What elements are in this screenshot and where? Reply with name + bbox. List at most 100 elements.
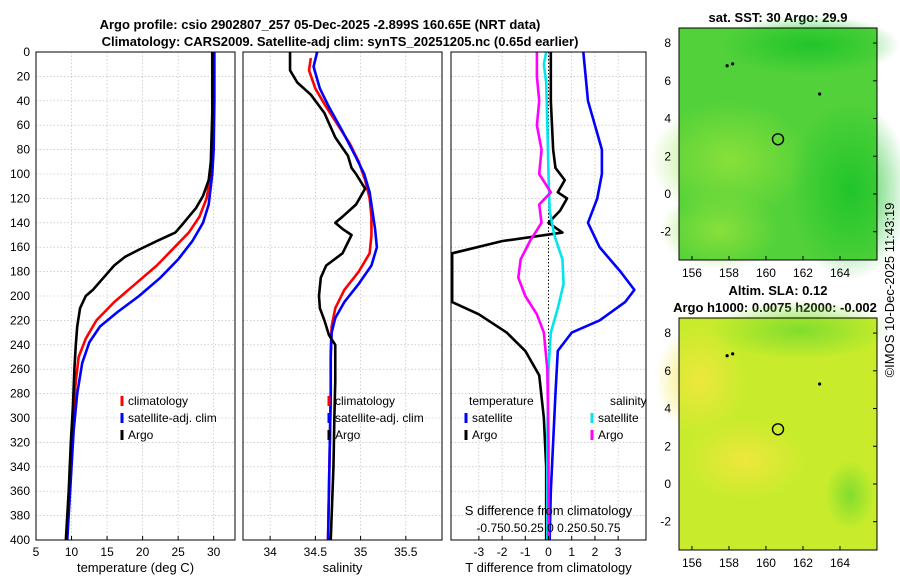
figure-title-line2: Climatology: CARS2009. Satellite-adj cli… xyxy=(102,34,579,49)
y-tick-label: 340 xyxy=(10,460,30,474)
x-tick-label: 34.5 xyxy=(304,545,328,559)
y-tick-label: 120 xyxy=(10,191,30,205)
map-y-tick-label: 4 xyxy=(664,402,671,416)
series-line-argo xyxy=(288,52,367,541)
island-marker xyxy=(818,382,822,386)
map-x-tick-label: 164 xyxy=(830,556,850,570)
x-tick-label: 10 xyxy=(65,545,79,559)
y-tick-label: 220 xyxy=(10,313,30,327)
credit-label: ©IMOS 10-Dec-2025 11:43:19 xyxy=(882,203,897,378)
y-tick-label: 40 xyxy=(17,94,31,108)
y-tick-label: 380 xyxy=(10,509,30,523)
legend-label: satellite xyxy=(598,411,639,425)
x-axis-label: T difference from climatology xyxy=(465,560,632,575)
x-tick-label: 35.5 xyxy=(394,545,418,559)
series-line-s-satellite xyxy=(542,51,565,540)
axes-frame xyxy=(35,51,236,541)
legend-label: Argo xyxy=(598,428,624,442)
series-line-satellite-adj-clim xyxy=(312,51,379,541)
map-frame xyxy=(678,317,878,551)
profile-panel-salinity: 34 34.5 35 35.5 salinity climatology satellite… xyxy=(242,51,443,575)
map-y-tick-label: 4 xyxy=(664,112,671,126)
x-tick-label: 0 xyxy=(545,545,552,559)
legend-label: Argo xyxy=(472,428,498,442)
map-y-tick-label: -2 xyxy=(660,225,671,239)
y-tick-label: 280 xyxy=(10,387,30,401)
y-tick-label: 300 xyxy=(10,411,30,425)
x-tick-label: -2 xyxy=(497,545,508,559)
x-tick-label: 35 xyxy=(354,545,368,559)
x-tick-label: -3 xyxy=(474,545,485,559)
map-x-tick-label: 156 xyxy=(682,266,702,280)
argo-position-marker xyxy=(771,423,785,436)
legend-label: satellite-adj. clim xyxy=(335,411,424,425)
map-y-tick-label: 6 xyxy=(664,364,671,378)
s-tick-labels: -0.750.50.25 0 0.250.50.75 xyxy=(476,521,620,535)
x-tick-label: 1 xyxy=(568,545,575,559)
map-x-tick-label: 160 xyxy=(756,556,776,570)
y-tick-label: 140 xyxy=(10,216,30,230)
legend-label: climatology xyxy=(128,394,188,408)
island-marker xyxy=(731,352,735,356)
sst-cool-region-north xyxy=(720,15,900,75)
map-x-tick-label: 156 xyxy=(682,556,702,570)
axes-frame xyxy=(242,51,443,541)
argo-position-marker xyxy=(771,133,785,146)
sla-map-panel: Altim. SLA: 0.12 Argo h1000: 0.0075 h200… xyxy=(655,283,890,570)
sst-warm-region xyxy=(650,100,810,220)
map-x-tick-label: 164 xyxy=(830,266,850,280)
profile-panel-differences: -3 -2 -1 0 1 2 3T difference from climatology t… xyxy=(450,51,647,575)
sst-cool-region-east xyxy=(790,100,900,280)
series-line-s-argo xyxy=(517,52,553,540)
island-marker xyxy=(818,92,822,96)
x-tick-label: 20 xyxy=(136,545,150,559)
island-marker xyxy=(731,62,735,66)
legend-label: Argo xyxy=(128,428,154,442)
sst-map-panel: sat. SST: 30 Argo: 29.9 156158160162164-… xyxy=(650,10,900,280)
legend-header-salinity: salinity xyxy=(610,394,647,408)
sla-low-region-south xyxy=(825,460,875,530)
y-tick-label: 20 xyxy=(17,69,31,83)
x-tick-label: 2 xyxy=(592,545,599,559)
map-y-tick-label: 8 xyxy=(664,326,671,340)
map-y-tick-label: 2 xyxy=(664,439,671,453)
figure-title-line1: Argo profile: csio 2902807_257 05-Dec-20… xyxy=(100,17,541,32)
map-x-tick-label: 162 xyxy=(793,266,813,280)
map-frame xyxy=(678,27,878,261)
y-tick-label: 200 xyxy=(10,289,30,303)
y-tick-label: 400 xyxy=(10,533,30,547)
sst-warm-region-south xyxy=(660,190,780,270)
map-y-tick-label: 2 xyxy=(664,149,671,163)
y-tick-label: 80 xyxy=(17,143,31,157)
x-tick-label: 30 xyxy=(207,545,221,559)
map-y-tick-label: 0 xyxy=(664,187,671,201)
y-tick-label: 160 xyxy=(10,240,30,254)
map-y-tick-label: -2 xyxy=(660,515,671,529)
x-tick-label: 15 xyxy=(100,545,114,559)
island-marker xyxy=(725,64,729,68)
y-tick-label: 260 xyxy=(10,362,30,376)
legend-label: climatology xyxy=(335,394,395,408)
x-axis-label: salinity xyxy=(323,560,363,575)
x-tick-label: -1 xyxy=(520,545,531,559)
sla-high-region-west xyxy=(655,325,745,435)
sla-map-title-line1: Altim. SLA: 0.12 xyxy=(729,283,828,298)
island-marker xyxy=(725,354,729,358)
y-tick-label: 360 xyxy=(10,484,30,498)
legend-label: satellite-adj. clim xyxy=(128,411,217,425)
x-tick-label: 25 xyxy=(171,545,185,559)
legend-label: satellite xyxy=(472,411,513,425)
map-x-tick-label: 160 xyxy=(756,266,776,280)
series-line-satellite-adj-clim xyxy=(65,52,216,541)
y-tick-label: 60 xyxy=(17,118,31,132)
y-tick-label: 0 xyxy=(23,45,30,59)
y-tick-label: 240 xyxy=(10,338,30,352)
map-y-tick-label: 8 xyxy=(664,36,671,50)
map-x-tick-label: 158 xyxy=(719,266,739,280)
series-line-t-satellite xyxy=(548,51,636,541)
series-line-argo xyxy=(64,52,214,541)
sla-high-region-south xyxy=(685,420,805,500)
map-x-tick-label: 158 xyxy=(719,556,739,570)
y-tick-label: 180 xyxy=(10,265,30,279)
